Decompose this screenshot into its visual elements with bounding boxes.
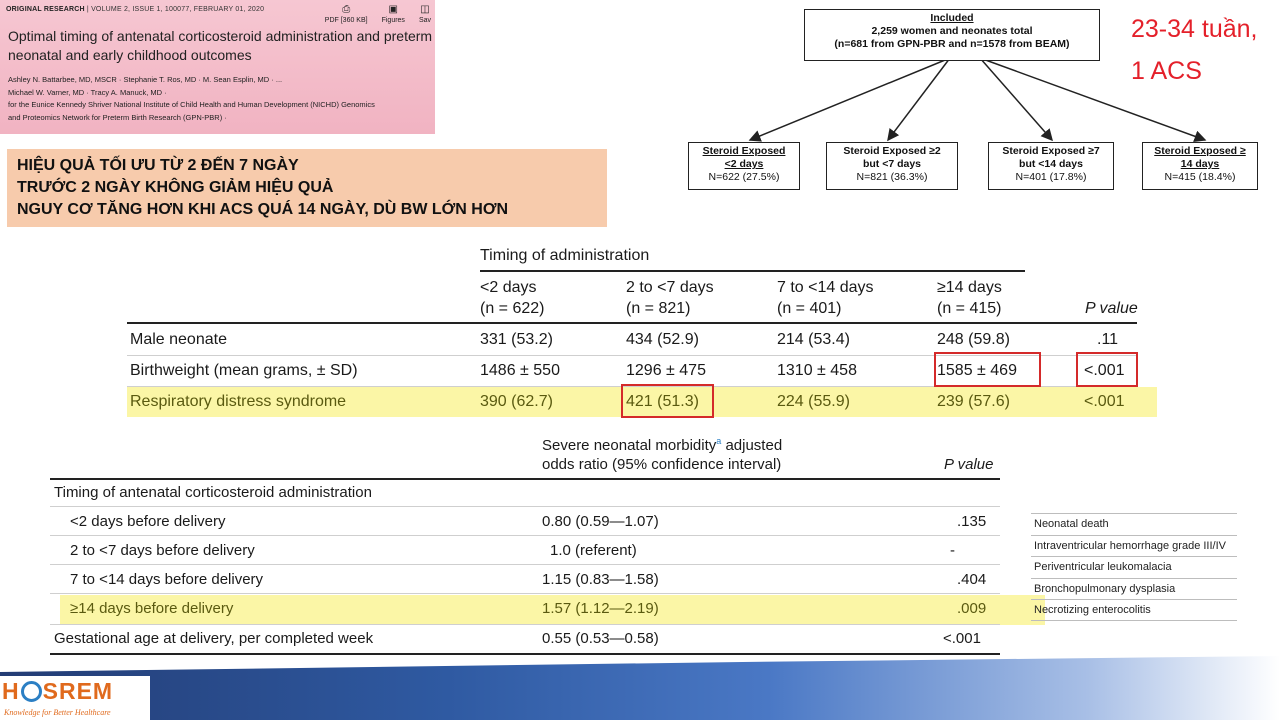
figures-button[interactable]: ▣ Figures	[381, 4, 405, 24]
table-row-label: 7 to <14 days before delivery	[70, 571, 264, 588]
table-row-p: .009	[957, 600, 987, 617]
arrow-2	[887, 57, 951, 142]
list-item: Intraventricular hemorrhage grade III/IV	[1031, 534, 1237, 557]
table-row-or: 0.80 (0.59—1.07)	[542, 513, 659, 530]
table-row-rds: Respiratory distress syndrome 390 (62.7)…	[130, 393, 1125, 410]
arrow-1	[748, 57, 951, 142]
pvalue-header: P value	[1085, 300, 1138, 317]
group-header: Timing of administration	[480, 247, 650, 264]
table-row-or: 1.15 (0.83—1.58)	[542, 571, 659, 588]
table-row-or: 1.0 (referent)	[550, 542, 637, 559]
flowchart-arrows	[748, 57, 1207, 143]
affiliation-line: for the Eunice Kennedy Shriver National …	[8, 100, 375, 109]
flow-box-ge14: Steroid Exposed ≥ 14 days N=415 (18.4%)	[1142, 142, 1258, 190]
col-header: 7 to <14 days	[777, 279, 874, 296]
affiliation-line: and Proteomics Network for Preterm Birth…	[8, 112, 227, 122]
flowchart: Included 2,259 women and neonates total …	[680, 0, 1270, 200]
table-row-p: -	[950, 542, 955, 559]
summary-line: HIỆU QUẢ TỐI ƯU TỪ 2 ĐẾN 7 NGÀY	[17, 157, 299, 174]
pdf-button[interactable]: ⎙ PDF [360 KB]	[324, 4, 368, 24]
summary-line: TRƯỚC 2 NGÀY KHÔNG GIẢM HIỆU QUẢ	[17, 179, 334, 196]
arrow-3	[979, 57, 1053, 142]
logo-globe-icon	[20, 681, 42, 702]
journal-header: ORIGINAL RESEARCH | VOLUME 2, ISSUE 1, 1…	[0, 0, 435, 134]
col-header-n: (n = 401)	[777, 300, 842, 317]
save-icon: ◫	[420, 4, 430, 15]
col-header: <2 days	[480, 279, 537, 296]
article-authors: Ashley N. Battarbee, MD, MSCR · Stephani…	[8, 74, 433, 124]
col-header: 2 to <7 days	[626, 279, 714, 296]
table-row-or: 0.55 (0.53—0.58)	[542, 630, 659, 647]
table-row-p: .135	[957, 513, 987, 530]
footer-band	[0, 656, 1280, 720]
table-row-or: 1.57 (1.12—2.19)	[542, 600, 659, 617]
logo-tagline: Knowledge for Better Healthcare	[4, 708, 111, 717]
table-row-label: Gestational age at delivery, per complet…	[54, 630, 374, 647]
morbidity-list: Neonatal death Intraventricular hemorrha…	[1031, 513, 1237, 621]
journal-tools: ⎙ PDF [360 KB] ▣ Figures ◫ Sav	[325, 4, 431, 24]
table-row: Birthweight (mean grams, ± SD) 1486 ± 55…	[130, 362, 1125, 379]
flow-box-7to14: Steroid Exposed ≥7 but <14 days N=401 (1…	[988, 142, 1114, 190]
header-rule	[127, 322, 1137, 324]
highlight-box-rds	[621, 384, 714, 418]
table-row-p: .404	[957, 571, 987, 588]
column-headers: <2 days 2 to <7 days 7 to <14 days ≥14 d…	[127, 276, 1157, 300]
highlight-box-birthweight	[934, 352, 1041, 387]
pvalue-header: P value	[944, 456, 994, 473]
col-header-n: (n = 821)	[626, 300, 691, 317]
save-button[interactable]: ◫ Sav	[418, 4, 431, 24]
flow-box-included: Included 2,259 women and neonates total …	[804, 9, 1100, 61]
image-icon: ▣	[388, 4, 398, 15]
summary-line: NGUY CƠ TĂNG HƠN KHI ACS QUÁ 14 NGÀY, DÙ…	[17, 201, 509, 218]
pdf-icon: ⎙	[342, 4, 351, 15]
list-item: Periventricular leukomalacia	[1031, 556, 1237, 578]
gestation-note: 23-34 tuần, 1 ACS	[1131, 15, 1258, 85]
arrow-4	[979, 57, 1207, 143]
col-header-n: (n = 415)	[937, 300, 1002, 317]
group-rule	[480, 270, 1025, 272]
table-row-label: <2 days before delivery	[70, 513, 226, 530]
authors-line[interactable]: Michael W. Varner, MD · Tracy A. Manuck,…	[8, 87, 167, 97]
col-header: ≥14 days	[937, 279, 1002, 296]
journal-meta: ORIGINAL RESEARCH | VOLUME 2, ISSUE 1, 1…	[6, 6, 265, 13]
journal-issue: VOLUME 2, ISSUE 1, 100077, FEBRUARY 01, …	[91, 6, 265, 13]
col-header-n: (n = 622)	[480, 300, 545, 317]
list-item: Neonatal death	[1031, 513, 1237, 535]
or-header-line2: odds ratio (95% confidence interval)	[542, 456, 782, 473]
table-row-p: <.001	[943, 630, 981, 647]
flow-box-lt2: Steroid Exposed <2 days N=622 (27.5%)	[688, 142, 800, 190]
summary-box: HIỆU QUẢ TỐI ƯU TỪ 2 ĐẾN 7 NGÀY TRƯỚC 2 …	[7, 149, 607, 227]
hosrem-logo: H SREM	[2, 678, 114, 704]
article-type: ORIGINAL RESEARCH	[6, 6, 85, 13]
list-item: Necrotizing enterocolitis	[1031, 599, 1237, 621]
flow-box-2to7: Steroid Exposed ≥2 but <7 days N=821 (36…	[826, 142, 958, 190]
highlight-rds-row	[127, 387, 1157, 417]
article-title[interactable]: Optimal timing of antenatal corticostero…	[8, 28, 433, 63]
list-item: Bronchopulmonary dysplasia	[1031, 577, 1237, 600]
table-row-label: 2 to <7 days before delivery	[70, 542, 255, 559]
or-header: Severe neonatal morbiditya adjusted	[542, 436, 783, 454]
section-label: Timing of antenatal corticosteroid admin…	[54, 484, 372, 501]
table-row: Male neonate 331 (53.2) 434 (52.9) 214 (…	[130, 331, 1119, 348]
highlight-box-pvalue	[1076, 352, 1138, 387]
authors-line[interactable]: Ashley N. Battarbee, MD, MSCR · Stephani…	[8, 75, 283, 84]
table-row-label: ≥14 days before delivery	[70, 600, 234, 617]
highlight-ge14-row	[60, 595, 1045, 625]
